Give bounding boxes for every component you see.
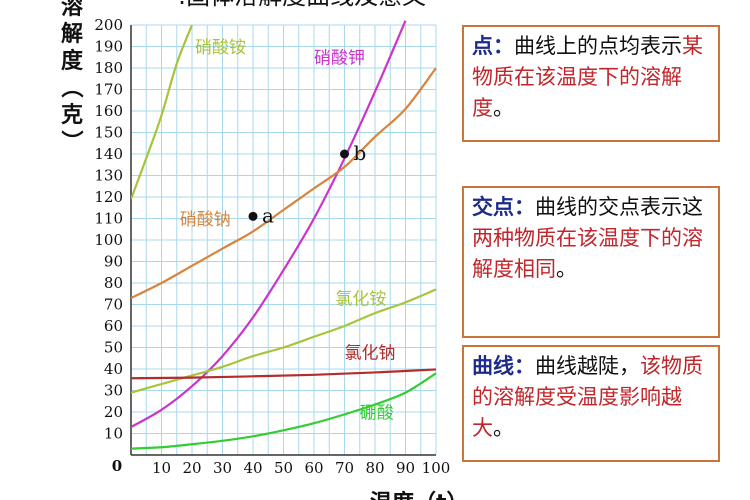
y-tick-label: 120 bbox=[94, 188, 123, 206]
y-tick-label: 60 bbox=[104, 317, 123, 335]
note-point-text: 曲线上的点均表示 bbox=[514, 34, 682, 58]
y-axis-title-char: 溶 bbox=[61, 0, 83, 20]
y-tick-label: 130 bbox=[94, 167, 123, 185]
note-curve-keyword: 曲线 bbox=[472, 354, 514, 378]
series-label-2: 硝酸钠 bbox=[180, 210, 231, 230]
point-label-b: b bbox=[354, 141, 367, 165]
y-tick-label: 160 bbox=[94, 102, 123, 120]
y-axis-title-char: 克 bbox=[61, 102, 83, 128]
y-tick-label: 190 bbox=[94, 38, 123, 56]
y-tick-label: 70 bbox=[104, 296, 123, 314]
series-line-2 bbox=[131, 67, 437, 300]
note-intersection-colon: ： bbox=[514, 195, 535, 219]
note-intersection-highlight: 两种物质在该温度下的溶解度相同 bbox=[472, 226, 703, 281]
y-tick-label: 180 bbox=[94, 59, 123, 77]
note-point-highlight: 某物质在该温度下的溶解度 bbox=[472, 34, 703, 120]
note-intersection-text: 曲线的交点表示这 bbox=[535, 195, 703, 219]
series-line-0 bbox=[131, 24, 194, 200]
point-label-a: a bbox=[262, 203, 274, 227]
point-marker-b bbox=[340, 149, 349, 159]
axes bbox=[130, 25, 436, 456]
y-tick-label: 110 bbox=[94, 210, 123, 228]
note-curve-text: 曲线越陡， bbox=[535, 354, 640, 378]
x-tick-label: 10 bbox=[152, 459, 171, 477]
series-line-4 bbox=[131, 368, 437, 380]
note-curve-colon: ： bbox=[514, 354, 535, 378]
y-tick-label: 30 bbox=[104, 382, 123, 400]
x-tick-label: 0 bbox=[112, 457, 122, 475]
x-tick-label: 70 bbox=[335, 459, 354, 477]
y-tick-label: 90 bbox=[104, 253, 123, 271]
x-tick-label: 80 bbox=[365, 459, 384, 477]
series-line-1 bbox=[131, 20, 407, 429]
series-label-1: 硝酸钾 bbox=[314, 49, 365, 69]
x-tick-label: 100 bbox=[422, 459, 451, 477]
grid bbox=[130, 24, 437, 456]
note-curve-end: 。 bbox=[493, 416, 514, 440]
note-point-colon: ： bbox=[493, 34, 514, 58]
x-tick-label: 40 bbox=[243, 459, 262, 477]
note-point-end: 。 bbox=[493, 96, 514, 120]
series-line-5 bbox=[131, 372, 437, 450]
x-tick-label: 20 bbox=[182, 459, 201, 477]
x-tick-label: 90 bbox=[396, 459, 415, 477]
x-tick-label: 60 bbox=[304, 459, 323, 477]
y-axis-title-char: ） bbox=[58, 130, 83, 152]
y-tick-label: 20 bbox=[104, 403, 123, 421]
y-axis-title-char: 解 bbox=[61, 21, 83, 47]
y-tick-label: 40 bbox=[104, 360, 123, 378]
y-axis-title-char: （ bbox=[58, 76, 83, 98]
y-tick-label: 150 bbox=[94, 124, 123, 142]
intersection-points: ab bbox=[248, 141, 367, 227]
note-curve: 曲线：曲线越陡，该物质的溶解度受温度影响越大。 bbox=[462, 345, 720, 462]
note-curve-highlight: 该物质的溶解度受温度影响越大 bbox=[472, 354, 703, 440]
series-label-3: 氯化铵 bbox=[335, 290, 386, 310]
point-marker-a bbox=[248, 211, 258, 221]
y-tick-label: 100 bbox=[94, 231, 123, 249]
series-lines bbox=[131, 20, 437, 450]
y-tick-label: 170 bbox=[94, 81, 123, 99]
note-intersection: 交点：曲线的交点表示这两种物质在该温度下的溶解度相同。 bbox=[462, 186, 720, 338]
x-tick-label: 50 bbox=[274, 459, 293, 477]
page-title: :固体溶解度曲线及意义 bbox=[178, 0, 426, 10]
y-tick-label: 80 bbox=[104, 274, 123, 292]
x-tick-label: 30 bbox=[213, 459, 232, 477]
x-axis-title: 温度（t） bbox=[370, 490, 469, 500]
note-intersection-keyword: 交点 bbox=[472, 195, 514, 219]
y-tick-label: 200 bbox=[94, 16, 123, 34]
note-point-keyword: 点 bbox=[472, 34, 493, 58]
series-label-4: 氯化钠 bbox=[345, 343, 396, 363]
note-intersection-end: 。 bbox=[556, 257, 577, 281]
y-axis-title-char: 度 bbox=[61, 48, 84, 74]
y-tick-label: 50 bbox=[104, 339, 123, 357]
note-point: 点：曲线上的点均表示某物质在该温度下的溶解度。 bbox=[462, 25, 720, 142]
series-label-0: 硝酸铵 bbox=[195, 38, 246, 58]
y-tick-label: 140 bbox=[94, 145, 123, 163]
series-label-5: 硼酸 bbox=[360, 403, 394, 423]
tick-labels: 1020304050607080901001101201301401501601… bbox=[94, 16, 450, 477]
y-tick-label: 10 bbox=[104, 425, 123, 443]
y-axis-title: 溶解度（ 克） bbox=[58, 0, 84, 152]
